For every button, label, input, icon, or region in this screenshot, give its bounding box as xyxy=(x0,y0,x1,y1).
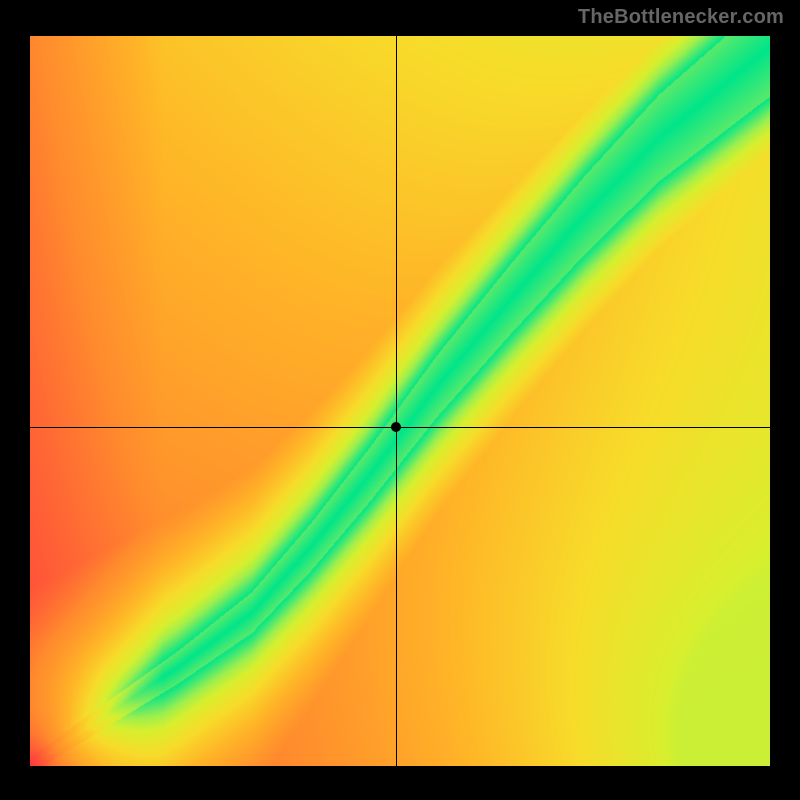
chart-container: TheBottlenecker.com xyxy=(0,0,800,800)
watermark-text: TheBottlenecker.com xyxy=(578,6,784,29)
crosshair-vertical xyxy=(396,36,397,766)
heatmap-canvas xyxy=(30,36,770,766)
marker-dot xyxy=(391,422,401,432)
